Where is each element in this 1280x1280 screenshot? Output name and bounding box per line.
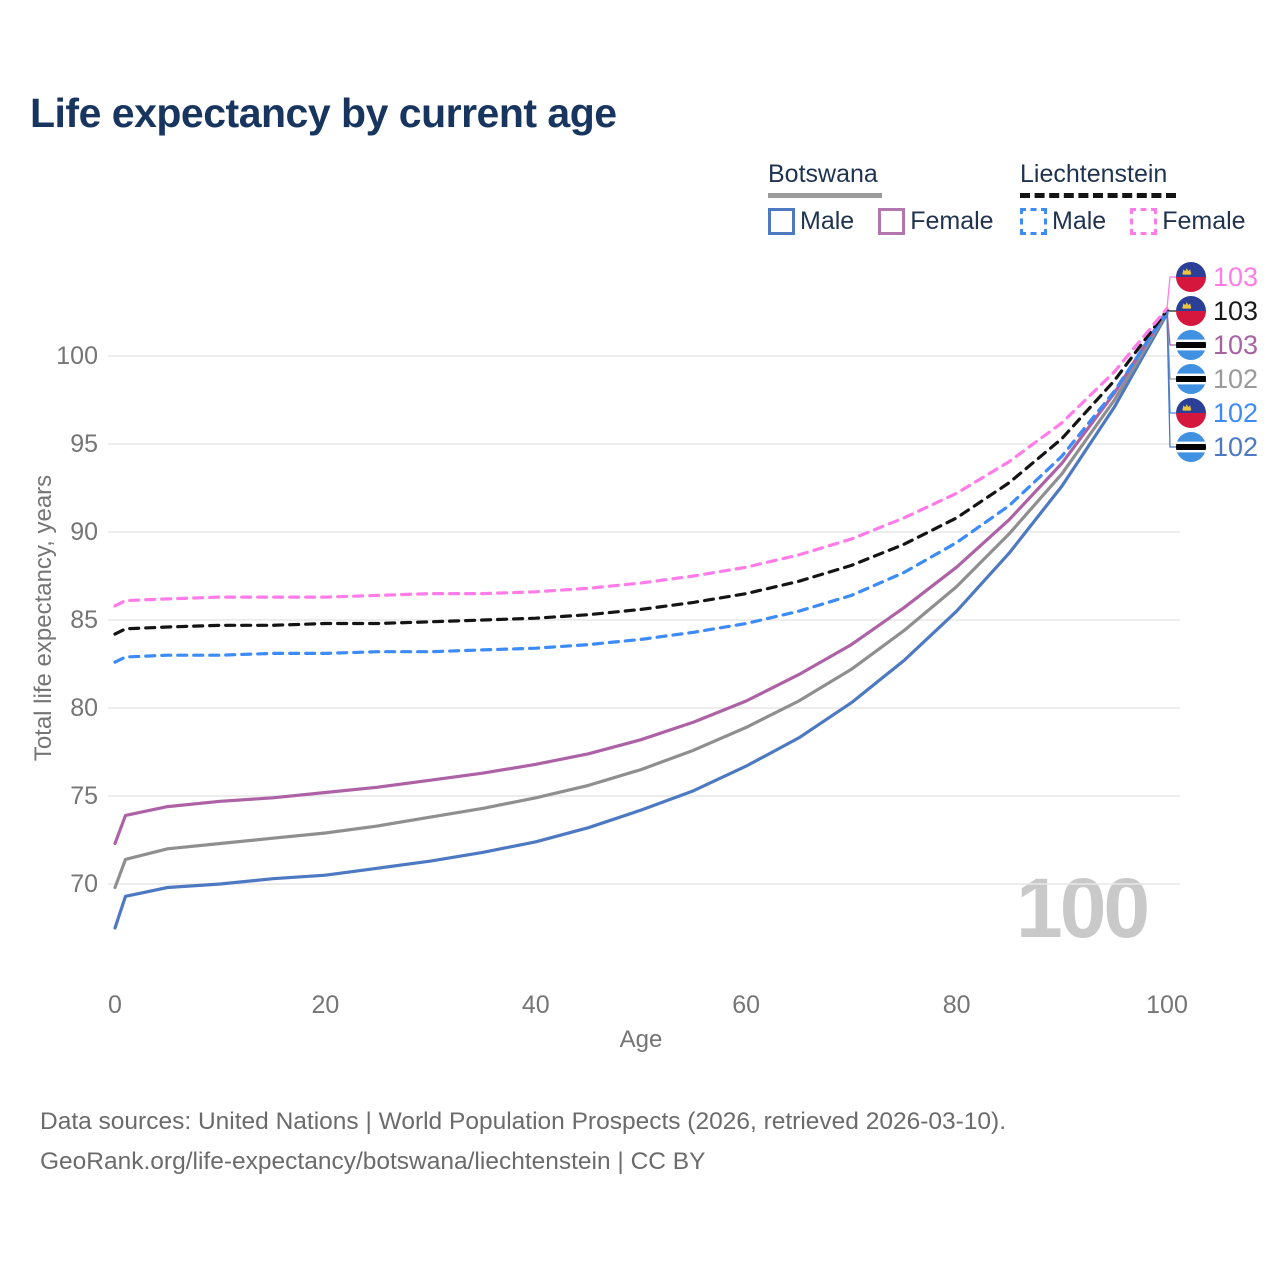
legend-group-botswana: Botswana Male Female [768, 160, 994, 236]
legend-item-liechtenstein-female[interactable]: Female [1130, 207, 1246, 236]
end-label-liechtenstein-both-sexes: 103 [1176, 294, 1258, 328]
liechtenstein-flag-icon [1176, 398, 1206, 428]
footer-data-sources: Data sources: United Nations | World Pop… [40, 1108, 1007, 1135]
botswana-flag-icon [1176, 364, 1206, 394]
botswana-flag-icon [1176, 432, 1206, 462]
legend-item-botswana-female[interactable]: Female [878, 207, 994, 236]
botswana-male-swatch-icon [768, 208, 795, 235]
end-labels: 103 103 103 102 102 102 [1176, 260, 1258, 464]
botswana-solid-line-icon [768, 193, 882, 198]
liechtenstein-dashed-line-icon [1020, 193, 1176, 198]
legend-item-botswana-male[interactable]: Male [768, 207, 854, 236]
x-tick-label: 80 [942, 991, 971, 1019]
botswana-female-swatch-icon [878, 208, 906, 235]
x-axis-title: Age [619, 1026, 663, 1053]
end-label-value: 102 [1213, 431, 1259, 462]
age-counter-watermark: 100 [1016, 861, 1150, 955]
end-label-liechtenstein-male: 102 [1176, 396, 1258, 430]
end-label-liechtenstein-female: 103 [1176, 260, 1258, 294]
x-tick-label: 60 [732, 991, 761, 1019]
footer-attribution: GeoRank.org/life-expectancy/botswana/lie… [40, 1148, 706, 1175]
series-line-liechtenstein-female [113, 306, 1169, 608]
end-label-value: 102 [1213, 363, 1259, 394]
end-label-connector [1166, 309, 1176, 312]
botswana-flag-icon [1176, 330, 1206, 360]
y-tick-label: 90 [70, 518, 98, 546]
end-label-botswana-both-sexes: 102 [1176, 362, 1258, 396]
legend-item-label: Female [910, 207, 994, 235]
series-line-botswana-male [113, 312, 1169, 930]
legend-item-label: Female [1162, 207, 1246, 235]
x-tick-label: 0 [108, 991, 122, 1019]
liechtenstein-flag-icon [1176, 262, 1206, 292]
y-tick-label: 85 [70, 606, 98, 634]
series-line-botswana-both-sexes [113, 310, 1169, 890]
liechtenstein-female-swatch-icon [1130, 208, 1158, 235]
liechtenstein-flag-icon [1176, 296, 1206, 326]
end-label-value: 103 [1213, 295, 1259, 326]
end-label-botswana-female: 103 [1176, 328, 1258, 362]
y-tick-label: 100 [56, 342, 98, 370]
legend-item-label: Male [800, 207, 855, 235]
end-label-value: 103 [1213, 261, 1259, 292]
legend-item-liechtenstein-male[interactable]: Male [1020, 207, 1106, 236]
y-tick-label: 75 [70, 782, 98, 810]
end-label-value: 102 [1213, 397, 1259, 428]
y-tick-label: 95 [70, 430, 98, 458]
y-tick-label: 80 [70, 694, 98, 722]
x-tick-label: 100 [1146, 991, 1188, 1019]
legend-group-title: Liechtenstein [1020, 160, 1168, 188]
x-tick-label: 40 [521, 991, 550, 1019]
series-line-botswana-female [113, 308, 1169, 846]
legend-group-title: Botswana [768, 160, 878, 188]
end-label-value: 103 [1213, 329, 1259, 360]
series-line-liechtenstein-both-sexes [113, 308, 1169, 636]
page-title: Life expectancy by current age [30, 90, 617, 136]
y-tick-label: 70 [70, 870, 98, 898]
series-line-liechtenstein-male [113, 310, 1169, 664]
liechtenstein-male-swatch-icon [1020, 208, 1047, 235]
legend-item-label: Male [1052, 207, 1107, 235]
end-label-botswana-male: 102 [1176, 430, 1258, 464]
end-label-connector [1166, 276, 1176, 309]
legend-group-liechtenstein: Liechtenstein Male Female [1020, 160, 1246, 236]
end-label-connector [1166, 313, 1176, 448]
x-tick-label: 20 [311, 991, 340, 1019]
